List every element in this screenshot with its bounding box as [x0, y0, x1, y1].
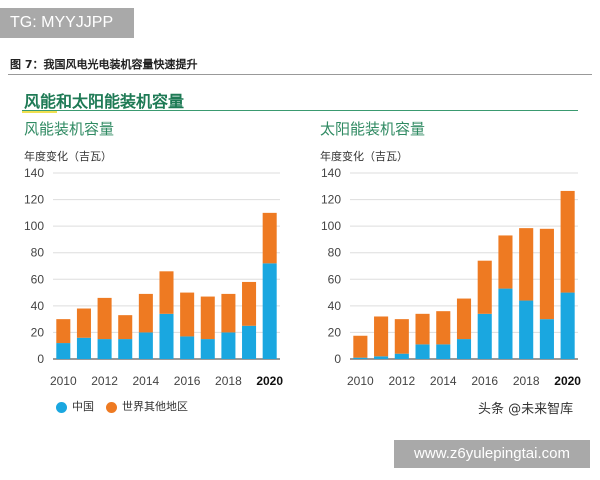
main-title: 风能和太阳能装机容量: [24, 92, 185, 111]
y-tick-label: 20: [31, 325, 45, 339]
url-banner: www.z6yulepingtai.com: [394, 440, 590, 468]
wind-y-label: 年度变化（吉瓦）: [24, 150, 112, 163]
title-rule: [22, 110, 578, 111]
bar-china-2017: [200, 339, 215, 359]
bar-china-2019: [539, 319, 554, 359]
y-tick-label: 100: [24, 219, 44, 233]
bar-rest-2012: [97, 297, 112, 340]
bar-rest-2014: [436, 311, 451, 345]
y-tick-label: 120: [321, 193, 341, 207]
bar-rest-2011: [374, 316, 389, 357]
x-tick-label: 2012: [388, 374, 415, 388]
divider: [8, 74, 592, 75]
x-tick-label: 2016: [471, 374, 498, 388]
legend-label: 中国: [72, 400, 94, 413]
x-tick-label: 2012: [91, 374, 118, 388]
legend: 中国 世界其他地区: [56, 398, 188, 414]
x-tick-label: 2010: [50, 374, 77, 388]
bar-rest-2015: [456, 298, 472, 340]
bar-china-2014: [138, 332, 153, 359]
x-tick-label: 2018: [513, 374, 540, 388]
bar-rest-2010: [56, 319, 71, 344]
tag-label: TG: MYYJJPP: [0, 8, 134, 38]
bar-rest-2013: [415, 313, 430, 345]
bar-rest-2012: [394, 319, 409, 354]
bar-rest-2019: [242, 281, 257, 326]
bar-rest-2016: [180, 292, 195, 337]
y-tick-label: 140: [24, 166, 44, 180]
bar-rest-2010: [353, 335, 368, 358]
x-tick-label: 2016: [174, 374, 201, 388]
bar-china-2013: [118, 339, 133, 359]
watermark: 头条 @未来智库: [478, 402, 574, 417]
bar-china-2020: [560, 292, 575, 359]
bar-china-2011: [76, 337, 91, 359]
y-tick-label: 0: [334, 352, 341, 366]
y-tick-label: 60: [328, 272, 342, 286]
bar-china-2012: [394, 353, 409, 359]
bar-china-2012: [97, 339, 112, 359]
bar-china-2011: [374, 356, 389, 359]
title-accent: [22, 111, 57, 113]
bar-china-2018: [221, 332, 236, 359]
x-tick-label: 2018: [215, 374, 242, 388]
bar-china-2010: [56, 343, 71, 359]
y-tick-label: 120: [24, 193, 44, 207]
solar-y-label: 年度变化（吉瓦）: [320, 150, 408, 163]
y-tick-label: 140: [321, 166, 341, 180]
solar-chart-title: 太阳能装机容量: [320, 120, 426, 138]
x-tick-label: 2014: [430, 374, 457, 388]
x-tick-label: 2020: [256, 374, 283, 388]
bar-china-2019: [242, 325, 257, 359]
y-tick-label: 40: [31, 299, 45, 313]
rest-swatch: [106, 401, 117, 413]
bar-china-2020: [262, 263, 277, 359]
bar-rest-2015: [159, 271, 174, 314]
bar-china-2013: [415, 344, 430, 359]
x-tick-label: 2020: [554, 374, 581, 388]
bar-rest-2017: [498, 235, 513, 289]
figure-caption: 图 7：我国风电光电装机容量快速提升: [10, 58, 198, 71]
wind-chart-title: 风能装机容量: [24, 120, 115, 138]
y-tick-label: 80: [31, 246, 45, 260]
bar-rest-2013: [118, 315, 133, 340]
bar-rest-2018: [519, 228, 534, 301]
china-swatch: [56, 401, 67, 413]
y-tick-label: 60: [31, 272, 45, 286]
x-tick-label: 2010: [347, 374, 374, 388]
bar-rest-2016: [477, 260, 492, 314]
bar-china-2015: [159, 313, 174, 359]
x-tick-label: 2014: [133, 374, 160, 388]
bar-rest-2011: [76, 308, 91, 338]
y-tick-label: 40: [328, 299, 342, 313]
bar-china-2017: [498, 288, 513, 359]
bar-rest-2017: [200, 296, 215, 340]
legend-rest: 世界其他地区: [106, 398, 188, 414]
y-tick-label: 100: [321, 219, 341, 233]
legend-china: 中国: [56, 398, 94, 414]
y-tick-label: 0: [37, 352, 44, 366]
bar-china-2014: [436, 344, 451, 359]
bar-rest-2018: [221, 293, 236, 333]
legend-label: 世界其他地区: [122, 400, 188, 413]
bar-rest-2020: [560, 190, 575, 293]
y-tick-label: 20: [328, 325, 342, 339]
bar-china-2018: [519, 300, 534, 359]
bar-rest-2019: [539, 228, 554, 320]
y-tick-label: 80: [328, 246, 342, 260]
bar-rest-2020: [262, 212, 277, 264]
bar-china-2016: [477, 313, 492, 359]
bar-china-2016: [180, 336, 195, 359]
bar-rest-2014: [138, 293, 153, 333]
bar-china-2015: [456, 339, 472, 359]
bar-china-2010: [353, 357, 368, 359]
